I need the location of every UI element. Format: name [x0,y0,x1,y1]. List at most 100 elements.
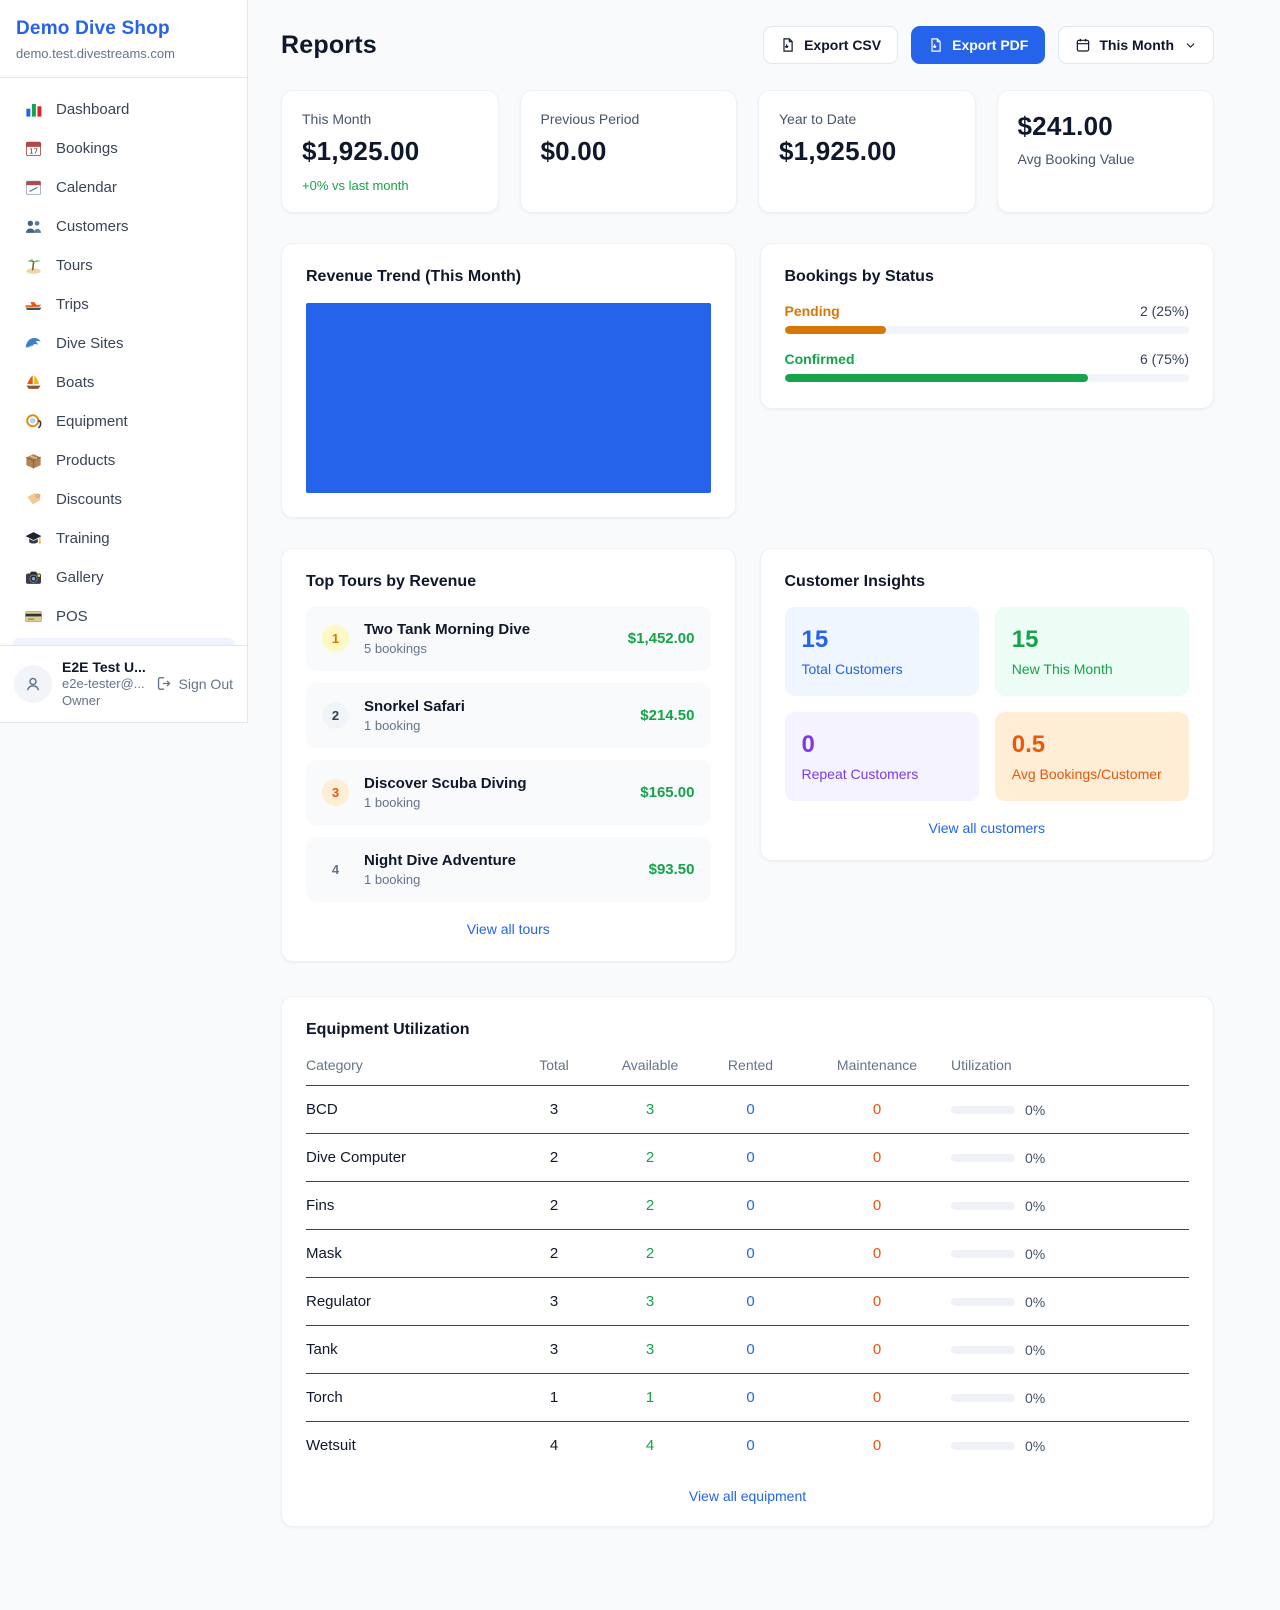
equipment-rented: 0 [746,1389,755,1406]
equipment-utilization-card: Equipment Utilization Category Total Ava… [281,996,1214,1527]
tour-name: Discover Scuba Diving [364,775,527,792]
stat-card-this-month: This Month $1,925.00 +0% vs last month [281,90,499,213]
view-all-customers-link[interactable]: View all customers [928,820,1045,836]
equipment-dive-mask-icon [24,412,43,431]
stat-label: Avg Booking Value [1017,151,1135,167]
utilization-bar-track [951,1153,1015,1162]
insights-row: Top Tours by Revenue 1 Two Tank Morning … [281,548,1214,962]
export-pdf-button[interactable]: Export PDF [911,26,1046,64]
utilization-bar-track [951,1393,1015,1402]
status-item: Pending 2 (25%) [784,303,1189,334]
sidebar-nav-item[interactable]: Discounts [12,480,235,519]
sidebar-nav-item[interactable]: Products [12,441,235,480]
col-utilization: Utilization [951,1057,1012,1073]
period-dropdown[interactable]: This Month [1058,26,1214,64]
user-info: E2E Test U... e2e-tester@... Owner [62,658,146,710]
insight-value: 0.5 [1011,731,1046,758]
sidebar: Demo Dive Shop demo.test.divestreams.com… [0,0,248,723]
rank-badge: 2 [322,702,349,729]
equipment-table-row: Tank 3 3 0 0 0% [306,1326,1189,1374]
sidebar-nav-item-label: Gallery [56,569,104,586]
rank-badge: 3 [322,779,349,806]
file-export-icon [928,37,944,53]
sidebar-nav-item[interactable]: POS [12,597,235,636]
stat-delta: +0% vs last month [302,178,409,193]
user-name: E2E Test U... [62,659,146,675]
sidebar-nav-item[interactable]: Customers [12,207,235,246]
sign-out-label: Sign Out [178,675,233,692]
rank-badge: 1 [322,625,349,652]
equipment-total: 1 [549,1389,559,1406]
tour-revenue: $1,452.00 [627,630,695,647]
sidebar-nav-item[interactable]: Boats [12,363,235,402]
calendar-icon [24,178,43,197]
sidebar-item-reports-active-partial[interactable] [12,638,235,645]
page-header: Reports Export CSV Export PDF This Month [281,26,1214,64]
sidebar-nav-item-label: Trips [56,296,89,313]
equipment-total: 2 [549,1245,559,1262]
tour-name: Two Tank Morning Dive [364,621,531,638]
top-tours-title: Top Tours by Revenue [306,573,477,590]
user-role: Owner [62,693,101,709]
sidebar-nav-item[interactable]: Calendar [12,168,235,207]
col-maintenance: Maintenance [836,1057,918,1073]
status-label: Confirmed [784,351,855,367]
tour-name: Night Dive Adventure [364,852,516,869]
utilization-bar-track [951,1105,1015,1114]
export-csv-button[interactable]: Export CSV [763,26,899,64]
file-export-icon [780,37,796,53]
utilization-percent: 0% [1025,1197,1046,1214]
sidebar-nav-item[interactable]: Gallery [12,558,235,597]
sidebar-nav-item[interactable]: Bookings [12,129,235,168]
tour-bookings-count: 1 booking [364,718,421,733]
sidebar-nav-item[interactable]: Training [12,519,235,558]
stat-label: Year to Date [779,111,857,127]
tour-bookings-count: 1 booking [364,872,421,887]
equipment-table-row: Regulator 3 3 0 0 0% [306,1278,1189,1326]
sign-out-button[interactable]: Sign Out [155,675,233,692]
bookings-calendar-icon [24,139,43,158]
sidebar-nav-item[interactable]: Trips [12,285,235,324]
sidebar-nav-item[interactable]: Tours [12,246,235,285]
sidebar-user-footer: E2E Test U... e2e-tester@... Owner Sign … [0,645,247,722]
stats-row: This Month $1,925.00 +0% vs last month P… [281,90,1214,213]
insight-label: Total Customers [801,661,903,677]
page-title: Reports [281,30,377,59]
equipment-table-row: Wetsuit 4 4 0 0 0% [306,1422,1189,1469]
status-count: 2 (25%) [1139,303,1189,319]
revenue-trend-title: Revenue Trend (This Month) [306,268,522,285]
insight-tiles: 15 Total Customers 15 New This Month 0 R… [784,607,1189,801]
sidebar-nav-item[interactable]: Dive Sites [12,324,235,363]
sidebar-nav-item-label: Training [56,530,110,547]
dive-sites-wave-icon [24,334,43,353]
equipment-rented: 0 [746,1245,755,1262]
sidebar-nav-item[interactable]: Equipment [12,402,235,441]
stat-label: This Month [302,111,372,127]
equipment-maintenance: 0 [872,1389,882,1406]
utilization-percent: 0% [1025,1293,1046,1310]
equipment-category: Tank [306,1341,338,1358]
tour-row: 4 Night Dive Adventure 1 booking $93.50 [306,837,711,902]
equipment-rented: 0 [746,1149,755,1166]
revenue-trend-bar [306,303,711,493]
header-actions: Export CSV Export PDF This Month [763,26,1214,64]
sidebar-nav-item[interactable]: Dashboard [12,90,235,129]
customers-people-icon [24,217,43,236]
insight-tile: 0 Repeat Customers [784,712,979,801]
sidebar-nav: Dashboard Bookings Calendar Customers To… [0,78,247,645]
equipment-table-row: Dive Computer 2 2 0 0 0% [306,1134,1189,1182]
equipment-maintenance: 0 [872,1437,882,1454]
dashboard-bar-chart-icon [24,100,43,119]
insight-tile: 0.5 Avg Bookings/Customer [994,712,1189,801]
bookings-by-status-title: Bookings by Status [784,268,934,285]
equipment-table-row: Fins 2 2 0 0 0% [306,1182,1189,1230]
training-grad-cap-icon [24,529,43,548]
stat-value: $1,925.00 [302,136,420,166]
view-all-equipment-link[interactable]: View all equipment [688,1488,807,1504]
equipment-total: 3 [549,1341,559,1358]
view-all-tours-link[interactable]: View all tours [466,921,550,937]
logout-icon [155,675,172,692]
tours-island-icon [24,256,43,275]
equipment-total: 4 [549,1437,559,1454]
equipment-total: 2 [549,1149,559,1166]
